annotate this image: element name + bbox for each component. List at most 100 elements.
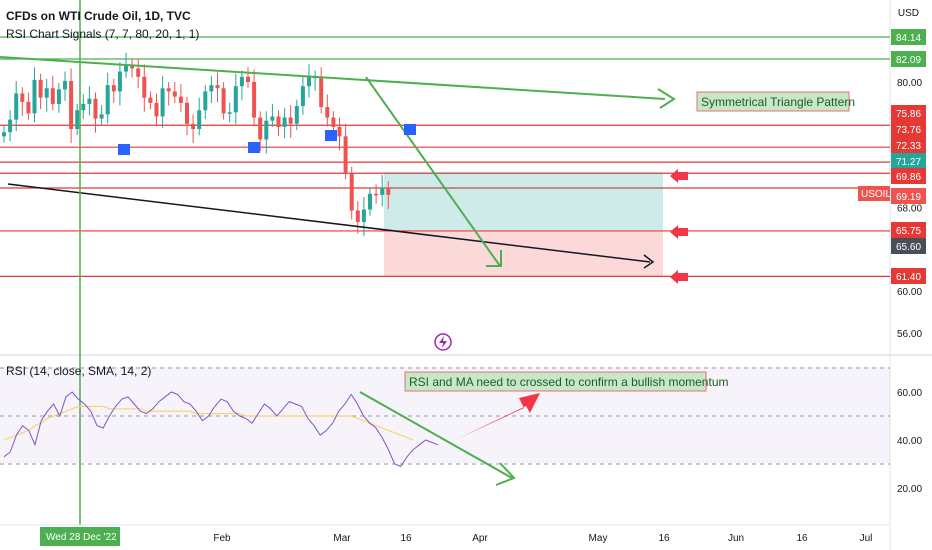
triangle-annotation-box[interactable] (696, 91, 850, 112)
candle-body (93, 98, 98, 119)
price-label-value: 69.86 (896, 172, 921, 183)
target-zone[interactable] (384, 172, 663, 230)
candles (2, 52, 391, 237)
price-label-tag (891, 268, 926, 284)
candle-body (63, 80, 67, 90)
candle-body (87, 98, 92, 104)
level-arrows (670, 169, 688, 284)
left-arrow-icon (670, 270, 688, 284)
price-labels: 84.14 82.09 75.86 73.76 72.33 71.27 69.86 69.19… (891, 29, 926, 284)
rsi-legend[interactable]: RSI (14, close, SMA, 14, 2) (6, 364, 152, 378)
candle-body (124, 65, 128, 72)
indicator-legend[interactable]: RSI Chart Signals (7, 7, 80, 20, 1, 1) (6, 27, 200, 41)
candle-body (26, 101, 31, 114)
time-tick-label: 16 (796, 533, 808, 544)
bullish-arrow-icon (455, 393, 540, 440)
candle-body (252, 82, 257, 118)
candle-body (233, 86, 238, 113)
candle-body (337, 126, 342, 137)
candle-body (154, 102, 159, 117)
signal-flag (118, 144, 130, 155)
price-label-tag (891, 222, 926, 238)
price-label-tag (891, 121, 926, 137)
candle-body (172, 91, 177, 97)
candle-body (264, 120, 269, 140)
price-label-value: 61.40 (896, 272, 921, 283)
price-label-value: 75.86 (896, 109, 921, 120)
green-levels (0, 36, 890, 60)
price-label-tag (891, 51, 926, 67)
time-tick-label: Jun (728, 533, 744, 544)
price-label-value: 71.27 (896, 157, 921, 168)
candle-body (300, 86, 305, 107)
candle-body (75, 110, 80, 130)
candle-body (270, 116, 275, 121)
downtrend-projection[interactable] (365, 76, 501, 267)
rsi-tick-label: 20.00 (897, 484, 922, 495)
candle-body (69, 80, 74, 130)
candle-body (361, 209, 366, 223)
price-tick-label: 60.00 (897, 287, 922, 298)
chart-title[interactable]: CFDs on WTI Crude Oil, 1D, TVC (6, 9, 191, 23)
candle-body (56, 89, 61, 104)
upper-trendline-arrow (657, 88, 676, 109)
candle-body (166, 88, 171, 92)
time-tick-label: 16 (658, 533, 670, 544)
price-label-value: 72.33 (896, 141, 921, 152)
rsi-annotation: RSI and MA need to crossed to confirm a … (409, 375, 728, 389)
candle-body (8, 119, 13, 133)
rsi-downtrend-arrow (495, 462, 516, 486)
candle-body (221, 88, 226, 114)
candle-body (227, 112, 232, 114)
signal-flag (404, 124, 416, 135)
price-label-value: 65.60 (896, 242, 921, 253)
lightning-bolt-icon (439, 336, 447, 348)
candle-body (325, 107, 330, 118)
time-tick-label: Mar (333, 533, 351, 544)
stop-zone[interactable] (384, 230, 663, 276)
candle-body (136, 68, 141, 77)
time-tick-label: 16 (400, 533, 412, 544)
candle-body (294, 106, 299, 124)
rsi-axis[interactable]: 60.00 40.00 20.00 (897, 388, 922, 495)
price-label-tag (891, 137, 926, 153)
candle-body (14, 93, 19, 120)
candle-body (209, 85, 214, 92)
candle-body (32, 79, 37, 114)
time-tick-label: May (589, 533, 608, 544)
candle-body (178, 96, 183, 103)
candle-body (44, 88, 49, 98)
candle-body (111, 85, 116, 92)
left-arrow-icon (670, 225, 688, 239)
rsi-annotation-box[interactable] (404, 371, 707, 392)
price-label-value: 73.76 (896, 125, 921, 136)
rsi-tick-label: 60.00 (897, 388, 922, 399)
candle-body (349, 172, 354, 211)
candle-body (130, 65, 135, 69)
candle-body (191, 123, 196, 130)
rsi-line (3, 391, 439, 468)
rsi-downtrend-line[interactable] (359, 391, 513, 479)
candle-body (142, 76, 147, 98)
rsi-tick-label: 40.00 (897, 436, 922, 447)
candle-body (50, 88, 55, 104)
upper-trendline[interactable] (0, 56, 666, 100)
symbol-tag-label: USOIL (861, 189, 891, 200)
triangle-annotation: Symmetrical Triangle Pattern (701, 95, 855, 109)
lower-trendline[interactable] (7, 183, 651, 263)
candle-body (276, 116, 281, 127)
lightning-icon[interactable] (434, 333, 452, 351)
time-axis[interactable]: Feb Mar 16 Apr May 16 Jun 16 Jul (213, 533, 872, 544)
price-label-tag (891, 238, 926, 254)
candle-body (81, 103, 86, 111)
crosshair-date-tag (40, 527, 120, 546)
candle-body (239, 76, 244, 87)
candle-body (160, 88, 165, 117)
candle-body (319, 76, 324, 108)
signal-flag (248, 142, 260, 153)
currency-label: USD (897, 8, 919, 19)
price-label-value: 82.09 (896, 55, 921, 66)
time-tick-label: Jul (860, 533, 873, 544)
price-label-tag (891, 188, 926, 204)
